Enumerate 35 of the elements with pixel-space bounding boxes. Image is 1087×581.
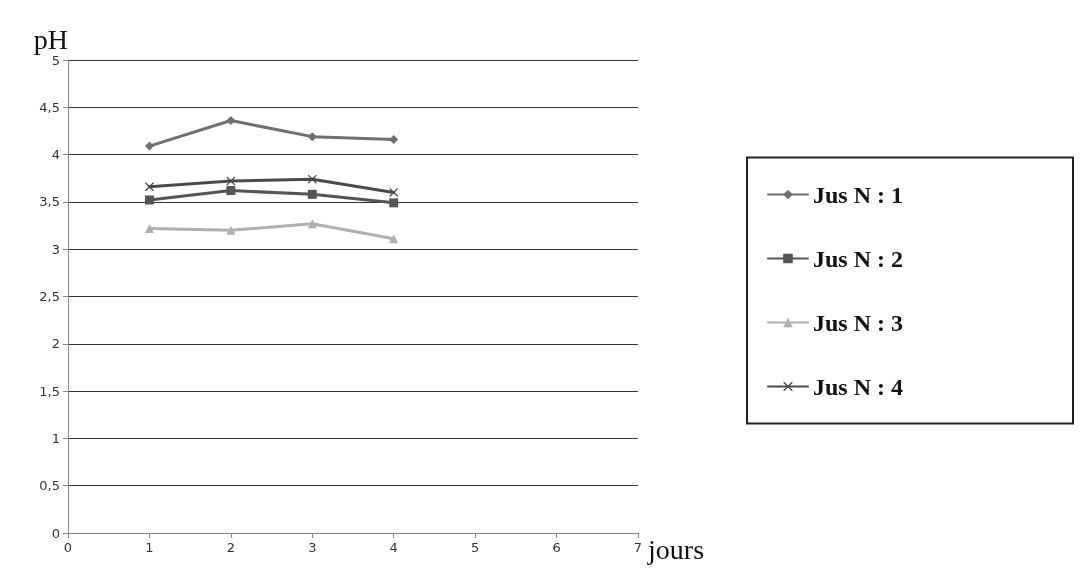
point: [226, 186, 236, 196]
x-tick-label: 3: [308, 540, 317, 555]
y-tick-label: 0,5: [39, 478, 60, 494]
point: [307, 132, 317, 142]
point: [389, 198, 399, 208]
legend-label: Jus N : 1: [812, 181, 903, 208]
y-tick-label: 1,5: [39, 383, 60, 399]
y-tick-label: 2: [51, 336, 60, 352]
x-tick-label: 7: [633, 540, 643, 555]
y-tick-label: 0: [51, 525, 60, 541]
legend-label: Jus N : 4: [812, 373, 903, 400]
point: [144, 223, 154, 233]
point: [144, 182, 154, 192]
point: [307, 189, 317, 199]
point: [144, 141, 154, 151]
y-tick-label: 3: [51, 241, 60, 257]
x-tick-label: 4: [389, 540, 398, 555]
point: [144, 195, 154, 205]
point: [226, 225, 236, 235]
y-tick-label: 3,5: [39, 194, 60, 210]
point: [226, 116, 236, 126]
y-tick-label: 1: [51, 430, 60, 446]
point: [389, 187, 399, 197]
point: [389, 134, 399, 144]
y-tick-label: 4,5: [39, 99, 60, 115]
x-tick-label: 5: [471, 540, 480, 555]
x-tick-label: 0: [63, 540, 73, 555]
x-axis-title: jours: [647, 533, 705, 565]
legend-label: Jus N : 3: [812, 309, 903, 336]
y-tick-label: 2,5: [39, 289, 60, 304]
x-tick-label: 6: [552, 540, 561, 555]
x-tick-label: 1: [145, 540, 154, 555]
legend-label: Jus N : 2: [812, 245, 903, 272]
x-tick-label: 2: [226, 540, 235, 555]
y-tick-label: 4: [51, 147, 60, 163]
